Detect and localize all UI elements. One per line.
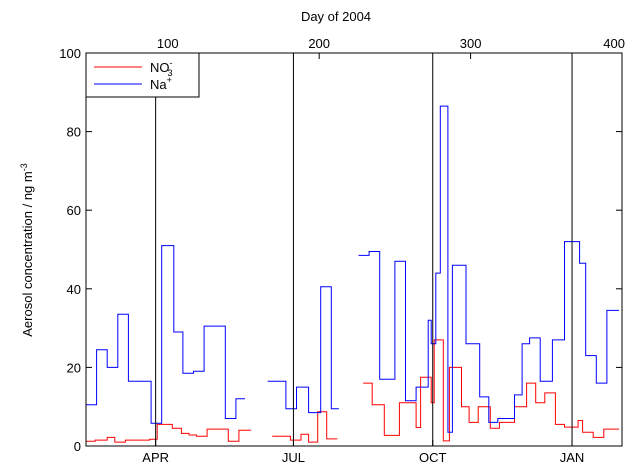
legend-label-0: NO-3 <box>150 58 173 78</box>
legend-items: NO-3Na+ <box>94 58 173 92</box>
legend-label-1-sup: + <box>167 75 172 85</box>
month-tick-label-2: OCT <box>419 450 447 465</box>
series-0-segment-0 <box>86 423 251 443</box>
bottom-axis: APR JUL OCT JAN <box>142 440 584 465</box>
y-tick-label-3: 60 <box>67 203 81 218</box>
top-tick-label-2: 300 <box>460 36 482 51</box>
series-1-segment-1 <box>267 286 339 414</box>
top-tick-label-3: 400 <box>603 36 625 51</box>
series-0-segment-1 <box>272 411 338 443</box>
y-axis-label: Aerosol concentration / ng m-3 <box>19 163 35 337</box>
top-tick-label-1: 200 <box>308 36 330 51</box>
month-dividers <box>155 53 573 446</box>
legend-label-0-sub: 3 <box>168 68 173 78</box>
y-axis-label-main: Aerosol concentration / ng m <box>20 171 35 336</box>
series-1-segment-0 <box>86 245 245 424</box>
legend-box <box>85 52 200 98</box>
legend-label-0-sup: - <box>170 58 173 68</box>
plot-frame <box>85 52 623 447</box>
legend-label-1: Na+ <box>150 75 172 92</box>
legend: NO-3Na+ <box>85 52 200 98</box>
y-tick-label-1: 20 <box>67 360 81 375</box>
top-tick-label-0: 100 <box>157 36 179 51</box>
series-layer <box>86 105 619 443</box>
month-tick-label-3: JAN <box>560 450 585 465</box>
top-axis: 100 200 300 400 <box>157 36 625 59</box>
month-tick-label-0: APR <box>142 450 169 465</box>
top-axis-label: Day of 2004 <box>301 9 371 24</box>
y-axis: 0 20 40 60 80 100 <box>59 46 622 454</box>
series-1-segment-2 <box>358 105 619 433</box>
y-tick-label-4: 80 <box>67 125 81 140</box>
month-tick-label-1: JUL <box>282 450 305 465</box>
y-axis-label-exponent: -3 <box>19 163 29 171</box>
y-tick-label-2: 40 <box>67 282 81 297</box>
legend-label-0-base: NO <box>150 60 170 75</box>
y-tick-label-0: 0 <box>74 439 81 454</box>
legend-label-1-base: Na <box>150 77 167 92</box>
y-tick-label-5: 100 <box>59 46 81 61</box>
series-0-segment-2 <box>363 339 619 442</box>
